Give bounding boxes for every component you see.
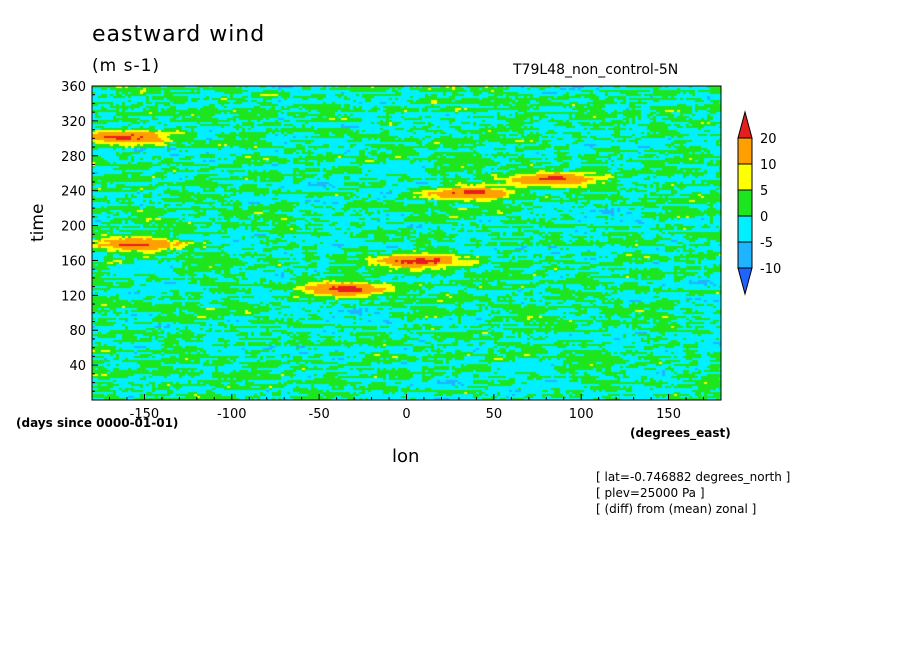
colorbar-segment	[737, 241, 753, 269]
x-axis-label: lon	[392, 446, 420, 467]
y-axis: 40 80 120 160 200 240 280 320 360	[61, 80, 98, 392]
colorbar-label: -5	[760, 236, 773, 251]
colorbar-segment	[737, 215, 753, 243]
colorbar: 20 10 5 0 -5 -10	[737, 110, 781, 296]
colorbar-extend-min	[737, 267, 753, 296]
colorbar-extend-max	[737, 110, 753, 139]
x-tick-label: 0	[402, 407, 410, 422]
heatmap-image	[92, 86, 721, 400]
y-tick-label: 240	[61, 185, 86, 200]
colorbar-label: -10	[760, 262, 781, 277]
y-tick-label: 200	[61, 220, 86, 235]
colorbar-label: 5	[760, 184, 768, 199]
y-tick-label: 40	[69, 359, 86, 374]
y-tick-label: 120	[61, 289, 86, 304]
x-tick-label: 50	[486, 407, 503, 422]
x-axis-units: (degrees_east)	[630, 426, 731, 440]
colorbar-segment	[737, 163, 753, 191]
colorbar-label: 10	[760, 158, 777, 173]
chart-units: (m s-1)	[92, 56, 161, 76]
y-axis-label: time	[28, 203, 48, 242]
chart-title: eastward wind	[92, 22, 266, 47]
y-axis-units: (days since 0000-01-01)	[16, 416, 179, 430]
colorbar-segment	[737, 137, 753, 165]
note-plev: [ plev=25000 Pa ]	[596, 486, 705, 500]
x-tick-label: -150	[130, 407, 160, 422]
x-tick-label: -50	[309, 407, 330, 422]
x-tick-label: 100	[569, 407, 594, 422]
colorbar-segment	[737, 189, 753, 217]
x-axis: -150 -100 -50 0 50 100 150	[108, 394, 705, 422]
x-tick-label: 150	[656, 407, 681, 422]
x-tick-label: -100	[217, 407, 247, 422]
y-tick-label: 160	[61, 254, 86, 269]
run-label: T79L48_non_control-5N	[513, 62, 679, 78]
heatmap-field	[92, 86, 721, 400]
y-tick-label: 280	[61, 150, 86, 165]
y-tick-label: 360	[61, 80, 86, 95]
note-latitude: [ lat=-0.746882 degrees_north ]	[596, 470, 791, 484]
colorbar-label: 20	[760, 132, 777, 147]
y-tick-label: 80	[69, 324, 86, 339]
colorbar-label: 0	[760, 210, 768, 225]
y-tick-label: 320	[61, 115, 86, 130]
note-diff: [ (diff) from (mean) zonal ]	[596, 502, 757, 516]
